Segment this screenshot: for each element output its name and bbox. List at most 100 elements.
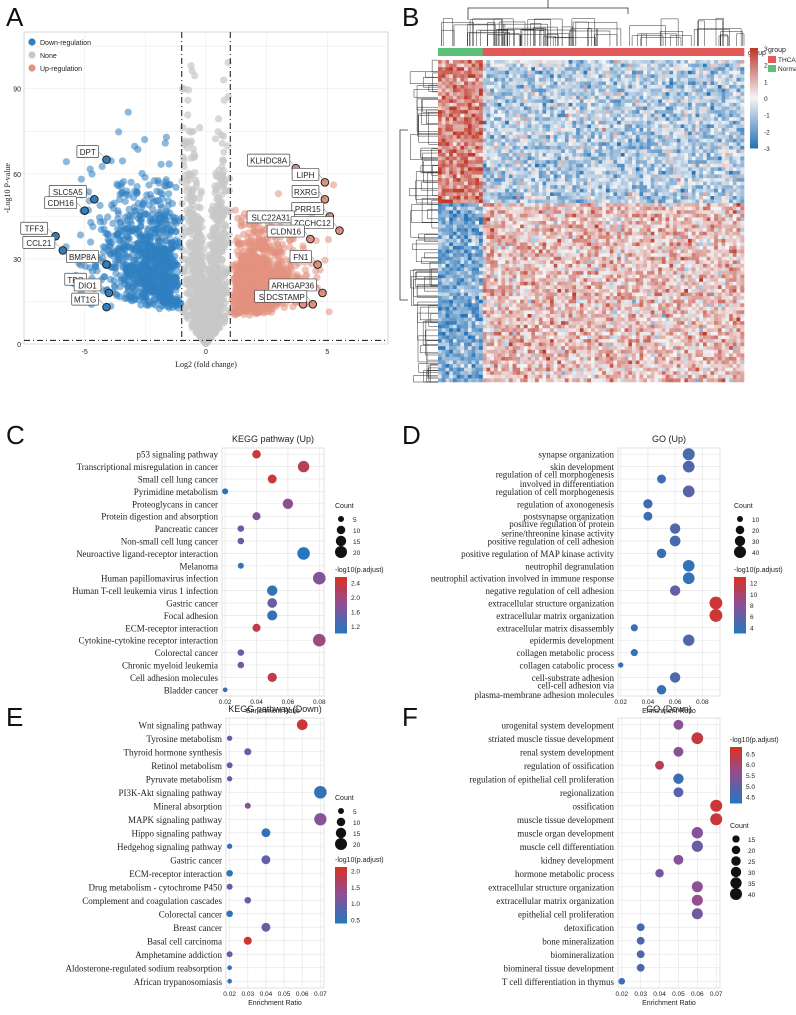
heatmap-cell xyxy=(576,117,581,122)
heatmap-cell xyxy=(501,117,506,122)
heatmap-cell xyxy=(699,110,704,114)
heatmap-cell xyxy=(591,92,596,97)
dendrogram-branch xyxy=(430,268,438,287)
dendrogram-branch xyxy=(442,18,454,46)
heatmap-cell xyxy=(658,63,663,68)
heatmap-cell xyxy=(508,74,513,79)
heatmap-cell xyxy=(591,99,596,104)
legend-label: Up-regulation xyxy=(40,66,82,73)
point-none xyxy=(188,67,196,75)
heatmap-cell xyxy=(732,106,737,111)
heatmap-cell xyxy=(572,128,577,132)
heatmap-cell xyxy=(576,92,581,97)
heatmap-cell xyxy=(438,117,443,122)
heatmap-cell xyxy=(624,110,629,114)
point-none xyxy=(196,274,205,283)
heatmap-cell xyxy=(710,113,715,118)
group-cell xyxy=(710,48,715,56)
group-cell xyxy=(632,48,637,56)
heatmap-cell xyxy=(665,120,670,125)
heatmap-cell xyxy=(475,67,480,72)
point-down xyxy=(161,139,169,147)
heatmap-cell xyxy=(550,99,555,104)
heatmap-cell xyxy=(647,88,652,93)
heatmap-cell xyxy=(587,124,592,129)
heatmap-cell xyxy=(538,95,543,100)
heatmap-cell xyxy=(490,106,495,111)
heatmap-cell xyxy=(523,70,528,75)
heatmap-cell xyxy=(673,88,678,93)
dendrogram-branch xyxy=(426,340,438,361)
point-down xyxy=(165,190,173,198)
heatmap-cell xyxy=(628,81,633,86)
heatmap-cell xyxy=(438,110,443,114)
group-cell xyxy=(535,48,540,56)
heatmap-cell xyxy=(538,70,543,75)
heatmap-cell xyxy=(579,99,584,104)
heatmap-cell xyxy=(460,67,465,72)
heatmap-cell xyxy=(624,92,629,97)
heatmap-cell xyxy=(542,70,547,75)
heatmap-cell xyxy=(740,70,745,75)
heatmap-cell xyxy=(475,70,480,75)
heatmap-cell xyxy=(673,77,678,82)
point-none xyxy=(184,315,192,323)
heatmap-cell xyxy=(665,99,670,104)
heatmap-cell xyxy=(482,110,487,114)
point-down xyxy=(114,230,122,238)
heatmap-cell xyxy=(538,85,543,89)
heatmap-cell xyxy=(714,85,719,89)
heatmap-cell xyxy=(460,120,465,125)
group-cell xyxy=(546,48,551,56)
heatmap-cell xyxy=(706,113,711,118)
heatmap-cell xyxy=(721,110,726,114)
heatmap-cell xyxy=(460,110,465,114)
heatmap-cell xyxy=(732,88,737,93)
heatmap-cell xyxy=(550,74,555,79)
heatmap-cell xyxy=(486,110,491,114)
point-down xyxy=(62,158,70,166)
heatmap-cell xyxy=(654,92,659,97)
heatmap-cell xyxy=(456,88,461,93)
heatmap-cell xyxy=(497,81,502,86)
heatmap-cell xyxy=(516,113,521,118)
heatmap-cell xyxy=(740,60,745,64)
heatmap-cell xyxy=(561,124,566,129)
heatmap-cell xyxy=(632,92,637,97)
heatmap-cell xyxy=(512,99,517,104)
heatmap-cell xyxy=(546,70,551,75)
heatmap-cell xyxy=(706,99,711,104)
heatmap-cell xyxy=(684,60,689,64)
heatmap-cell xyxy=(445,99,450,104)
heatmap-cell xyxy=(557,120,562,125)
heatmap-cell xyxy=(725,74,730,79)
heatmap-cell xyxy=(497,85,502,89)
heatmap-cell xyxy=(676,85,681,89)
point-none xyxy=(201,323,209,331)
heatmap-cell xyxy=(456,117,461,122)
heatmap-cell xyxy=(557,110,562,114)
point-up xyxy=(289,303,297,311)
heatmap-cell xyxy=(632,88,637,93)
point-down xyxy=(130,264,139,272)
group-cell xyxy=(665,48,670,56)
heatmap-cell xyxy=(643,92,648,97)
point-none xyxy=(218,139,226,147)
heatmap-cell xyxy=(452,106,457,111)
heatmap-cell xyxy=(617,110,622,114)
heatmap-cell xyxy=(523,63,528,68)
heatmap-cell xyxy=(445,88,450,93)
heatmap-cell xyxy=(669,77,674,82)
heatmap-cell xyxy=(568,124,573,129)
point-down xyxy=(127,296,135,304)
point-down xyxy=(89,223,97,231)
point-none xyxy=(214,193,222,202)
heatmap-cell xyxy=(445,74,450,79)
heatmap-cell xyxy=(460,113,465,118)
point-none xyxy=(181,255,190,263)
heatmap-cell xyxy=(676,117,681,122)
heatmap-cell xyxy=(531,70,536,75)
heatmap-cell xyxy=(501,120,506,125)
heatmap-cell xyxy=(535,88,540,93)
dendrogram-branch xyxy=(423,370,438,383)
